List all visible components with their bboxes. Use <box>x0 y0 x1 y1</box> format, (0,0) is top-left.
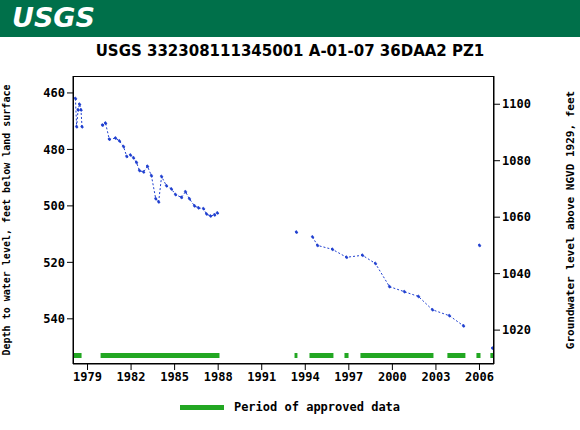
svg-text:1982: 1982 <box>117 370 146 384</box>
svg-text:Groundwater level above NGVD 1: Groundwater level above NGVD 1929, feet <box>564 91 572 349</box>
svg-text:1100: 1100 <box>502 97 531 111</box>
svg-text:460: 460 <box>43 86 65 100</box>
svg-text:520: 520 <box>43 256 65 270</box>
svg-text:480: 480 <box>43 143 65 157</box>
svg-text:1997: 1997 <box>334 370 363 384</box>
svg-text:2006: 2006 <box>465 370 494 384</box>
svg-text:1979: 1979 <box>73 370 102 384</box>
svg-text:1985: 1985 <box>160 370 189 384</box>
svg-text:1020: 1020 <box>502 323 531 337</box>
html-text:Period of approved data: Period of approved data <box>233 400 401 414</box>
svg-text:540: 540 <box>43 312 65 326</box>
svg-text:2000: 2000 <box>378 370 407 384</box>
svg-text:1080: 1080 <box>502 154 531 168</box>
svg-text:1991: 1991 <box>247 370 276 384</box>
svg-text:2003: 2003 <box>421 370 450 384</box>
svg-text:500: 500 <box>43 199 65 213</box>
html-text:USGS: USGS <box>12 2 95 33</box>
svg-text:1994: 1994 <box>291 370 320 384</box>
svg-text:1040: 1040 <box>502 267 531 281</box>
svg-text:1060: 1060 <box>502 210 531 224</box>
svg-text:Depth to water level, feet bel: Depth to water level, feet below land su… <box>8 85 12 356</box>
svg-text:1988: 1988 <box>204 370 233 384</box>
html-text:USGS 332308111345001 A-01-07 3: USGS 332308111345001 A-01-07 36DAA2 PZ1 <box>95 42 485 60</box>
